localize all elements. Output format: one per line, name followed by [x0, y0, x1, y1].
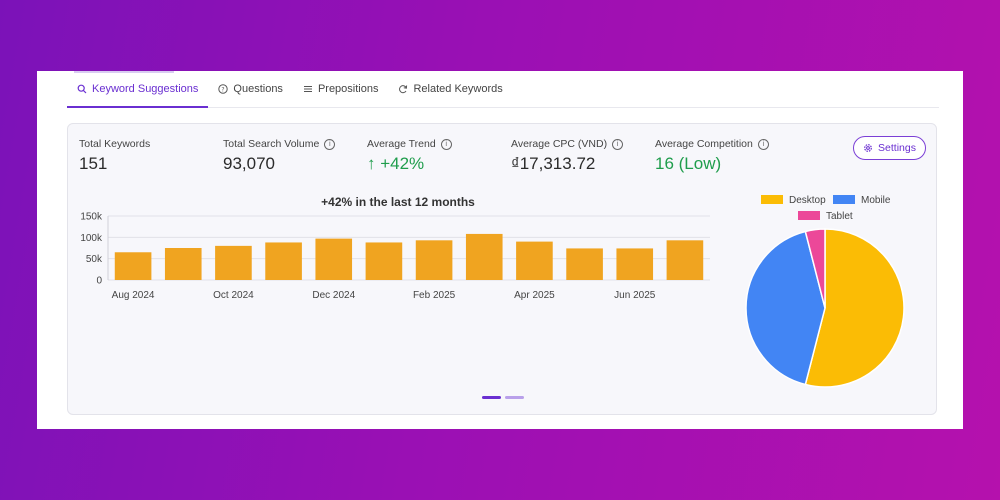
metric-label: Average Competition	[655, 138, 753, 150]
top-accent-line	[74, 71, 174, 73]
tab-label: Prepositions	[317, 83, 379, 95]
metric-average-trend: Average Trend i ↑ +42%	[367, 138, 452, 174]
metric-value: ↑ +42%	[367, 154, 425, 173]
metric-value: 151	[79, 154, 108, 173]
metric-label: Average CPC (VND)	[511, 138, 608, 150]
svg-text:?: ?	[222, 86, 225, 93]
question-circle-icon: ?	[218, 84, 229, 94]
pie-slice[interactable]	[804, 228, 905, 388]
pagination-dot-2[interactable]	[505, 396, 524, 399]
refresh-icon	[399, 85, 408, 94]
y-tick-label: 50k	[86, 254, 103, 265]
metric-average-cpc: Average CPC (VND) i ₫17,313.72	[511, 138, 624, 174]
legend-swatch[interactable]	[761, 195, 783, 204]
x-tick-label: Dec 2024	[312, 290, 355, 301]
metric-average-competition: Average Competition i 16 (Low)	[655, 138, 769, 174]
list-icon	[303, 86, 312, 92]
y-tick-label: 150k	[80, 212, 103, 223]
gear-icon	[864, 144, 872, 152]
tab-keyword-suggestions[interactable]: Keyword Suggestions	[67, 71, 209, 108]
search-icon	[77, 84, 87, 94]
tab-bar: Keyword Suggestions ? Questions Preposit…	[67, 71, 939, 108]
tab-related-keywords[interactable]: Related Keywords	[388, 71, 512, 107]
bar[interactable]	[265, 242, 302, 280]
keyword-panel: Keyword Suggestions ? Questions Preposit…	[37, 71, 963, 429]
x-tick-label: Aug 2024	[112, 290, 155, 301]
tab-questions[interactable]: ? Questions	[208, 71, 293, 107]
metric-label: Average Trend	[367, 138, 436, 150]
info-icon[interactable]: i	[757, 138, 769, 150]
pie-slice[interactable]	[804, 228, 826, 309]
x-tick-label: Jun 2025	[614, 290, 656, 301]
x-tick-label: Feb 2025	[413, 290, 456, 301]
device-pie-chart: Desktop Mobile Tablet	[745, 195, 905, 388]
metric-value: 16 (Low)	[655, 154, 722, 173]
legend-label[interactable]: Desktop	[789, 195, 826, 206]
overview-card: Total Keywords 151 Total Search Volume i …	[67, 123, 937, 415]
tab-label: Questions	[233, 83, 283, 95]
bar[interactable]	[365, 242, 403, 280]
bar[interactable]	[666, 240, 704, 280]
settings-button[interactable]: Settings	[853, 136, 926, 160]
settings-label: Settings	[878, 142, 916, 154]
pagination-dot-1[interactable]	[482, 396, 501, 399]
bar[interactable]	[215, 245, 252, 280]
tab-prepositions[interactable]: Prepositions	[293, 71, 389, 107]
y-tick-label: 100k	[80, 233, 103, 244]
info-icon[interactable]: i	[612, 138, 624, 150]
legend-label[interactable]: Mobile	[861, 195, 891, 206]
legend-label[interactable]: Tablet	[826, 211, 853, 222]
x-tick-label: Apr 2025	[514, 290, 555, 301]
bar[interactable]	[164, 248, 202, 280]
metric-total-search-volume: Total Search Volume i 93,070	[223, 138, 336, 174]
info-icon[interactable]: i	[440, 138, 452, 150]
bar[interactable]	[415, 240, 453, 280]
tab-label: Keyword Suggestions	[92, 83, 199, 95]
carousel-pagination	[482, 396, 524, 399]
metric-value: 93,070	[223, 154, 275, 173]
bar[interactable]	[465, 233, 503, 280]
y-tick-label: 0	[96, 276, 102, 287]
bar[interactable]	[566, 248, 603, 280]
bar[interactable]	[315, 238, 353, 280]
metric-total-keywords: Total Keywords 151	[79, 138, 150, 174]
metric-value: ₫17,313.72	[511, 154, 596, 173]
info-icon[interactable]: i	[324, 138, 336, 150]
legend-swatch[interactable]	[833, 195, 855, 204]
x-tick-label: Oct 2024	[213, 290, 254, 301]
metric-label: Total Search Volume	[223, 138, 320, 150]
bar[interactable]	[516, 241, 553, 280]
tab-label: Related Keywords	[413, 83, 503, 95]
legend-swatch[interactable]	[798, 211, 820, 220]
bar[interactable]	[114, 252, 152, 280]
metric-label: Total Keywords	[79, 138, 151, 150]
chart-title: +42% in the last 12 months	[321, 195, 475, 209]
bar[interactable]	[616, 248, 654, 280]
pie-slice[interactable]	[745, 230, 826, 386]
search-volume-bar-chart: 0 50k 100k 150k Aug 2024 Oct 2024 Dec 2024 Feb …	[80, 212, 710, 301]
